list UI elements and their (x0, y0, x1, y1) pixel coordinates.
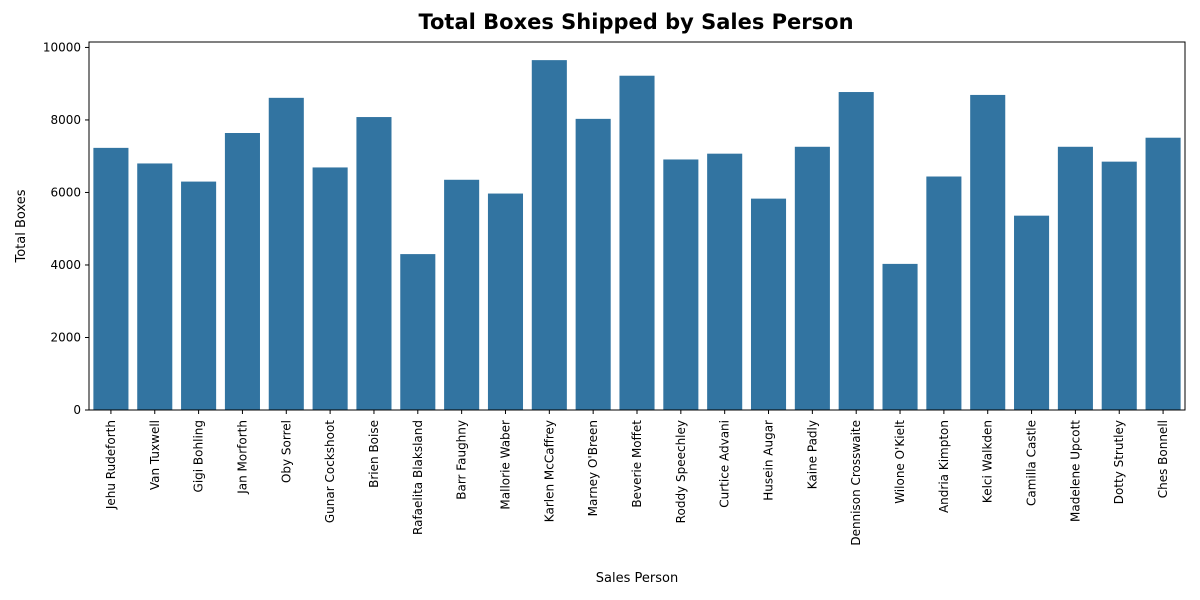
x-tick-label: Brien Boise (367, 420, 381, 488)
y-tick-label: 6000 (50, 185, 81, 199)
x-tick-label: Mallorie Waber (498, 420, 512, 510)
x-tick-label: Jehu Rudeforth (104, 420, 118, 510)
bar (970, 94, 1006, 410)
x-tick-label: Ches Bonnell (1156, 420, 1170, 498)
x-tick-label: Wilone O'Kielt (893, 420, 907, 504)
bar (619, 75, 655, 410)
bar (750, 198, 787, 410)
y-tick-label: 8000 (50, 113, 81, 127)
x-tick-label: Husein Augar (762, 420, 776, 501)
bar (531, 60, 567, 410)
bar (312, 167, 348, 410)
bar (1101, 161, 1137, 410)
x-tick-label: Jan Morforth (235, 420, 249, 495)
bar (224, 133, 260, 410)
x-tick-label: Dennison Crosswaite (849, 420, 863, 546)
x-tick-label: Gunar Cockshoot (323, 420, 337, 523)
x-tick-label: Camilla Castle (1025, 420, 1039, 506)
bar (356, 117, 392, 411)
bar (181, 181, 217, 410)
x-tick-label: Barr Faughny (455, 420, 469, 500)
bar (926, 176, 962, 410)
x-tick-label: Karlen McCaffrey (542, 420, 556, 522)
x-tick-label: Beverie Moffet (630, 420, 644, 508)
bar (794, 146, 830, 411)
x-tick-label: Oby Sorrel (279, 420, 293, 483)
bar (1145, 137, 1181, 411)
bar (268, 97, 304, 411)
x-tick-label: Gigi Bohling (192, 420, 206, 492)
y-tick-label: 10000 (43, 40, 81, 54)
x-tick-label: Kelci Walkden (981, 420, 995, 503)
x-tick-label: Madelene Upcott (1068, 420, 1082, 522)
x-axis-label: Sales Person (596, 571, 678, 586)
bar (1057, 146, 1093, 411)
x-axis: Jehu Rudeforth Van Tuxwell Gigi Bohling Jan… (104, 410, 1170, 546)
y-axis-label: Total Boxes (14, 189, 29, 263)
bar (1014, 215, 1050, 410)
y-axis: 0 2000 4000 6000 8000 10000 (43, 40, 89, 417)
x-tick-label: Roddy Speechley (674, 420, 688, 523)
bar (137, 163, 173, 410)
x-tick-label: Van Tuxwell (148, 420, 162, 490)
x-tick-label: Dotty Strutley (1112, 420, 1126, 504)
plot-frame (88, 41, 1186, 411)
bar (400, 254, 436, 410)
chart-title: Total Boxes Shipped by Sales Person (418, 10, 854, 34)
bar (707, 153, 743, 411)
bar (575, 118, 611, 411)
x-tick-label: Rafaelita Blaksland (411, 420, 425, 535)
bar (663, 159, 699, 410)
x-tick-label: Andria Kimpton (937, 420, 951, 513)
bar (838, 92, 874, 410)
bar (93, 147, 129, 410)
bars-group (93, 60, 1181, 411)
y-tick-label: 2000 (50, 330, 81, 344)
x-tick-label: Curtice Advani (718, 420, 732, 508)
bar (882, 263, 918, 410)
bar (444, 179, 480, 410)
bar (487, 193, 524, 410)
x-tick-label: Marney O'Breen (586, 420, 600, 516)
y-tick-label: 4000 (50, 258, 81, 272)
y-tick-label: 0 (73, 403, 81, 417)
x-tick-label: Kaine Padly (805, 420, 819, 489)
